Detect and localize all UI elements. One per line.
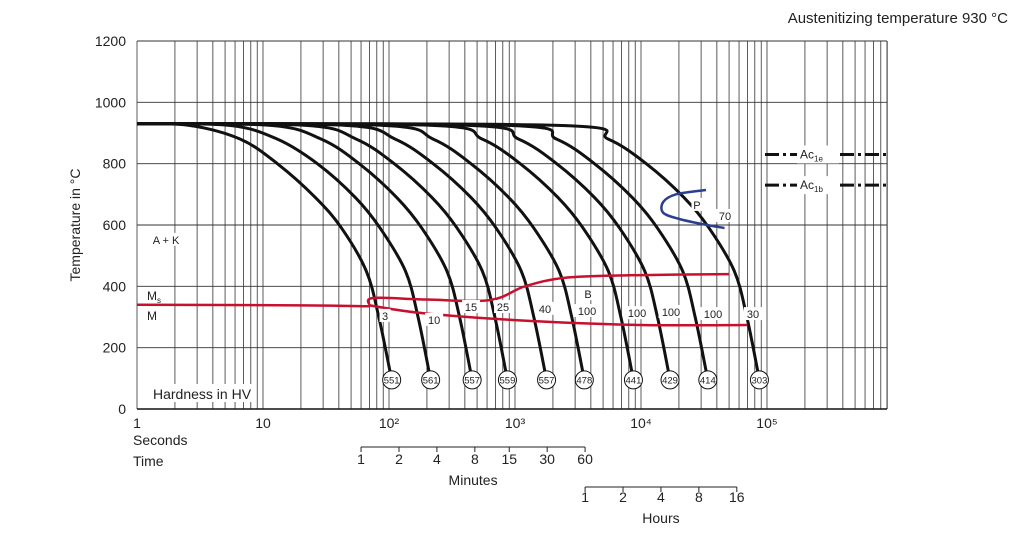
grid	[136, 40, 888, 410]
chart-title: Austenitizing temperature 930 °C	[788, 10, 1008, 27]
hardness-circle	[574, 370, 594, 390]
pearlite-line	[660, 188, 725, 230]
hardness-caption: Hardness in HV	[153, 386, 252, 402]
y-tick-labels: 0 200 400 600 800 1000 1200	[95, 33, 126, 417]
hours-axis: 1 2 4 8 16 Hours	[581, 486, 745, 526]
x-tick-label: 10³	[505, 415, 526, 431]
annotation-label: 25	[497, 302, 509, 314]
hardness-value: 551	[384, 375, 400, 386]
hardness-circle	[382, 370, 402, 390]
annotation-label: 100	[704, 309, 722, 321]
cooling-curve	[136, 122, 549, 381]
ac-label: Ac1b	[800, 178, 823, 194]
seconds-label: Seconds	[133, 432, 187, 448]
annotation-label: 100	[662, 307, 680, 319]
x-tick-label: 10	[255, 415, 271, 431]
hardness-circles: 551 561 557 559 557 478 441 429 414 303	[382, 370, 769, 390]
hardness-value: 414	[700, 375, 716, 386]
axis-tick-label: 8	[695, 489, 703, 505]
cooling-curves	[136, 122, 761, 381]
x-tick-labels: 1 10 10² 10³ 10⁴ 10⁵	[133, 415, 778, 431]
cooling-curve	[136, 122, 433, 381]
ms-label: Ms	[147, 289, 161, 305]
hardness-value: 429	[662, 375, 678, 386]
phase-lines	[136, 188, 748, 327]
axis-tick-label: 4	[657, 489, 665, 505]
annotation-label: 100	[628, 308, 646, 320]
y-axis-label: Temperature in °C	[67, 169, 83, 282]
y-tick-label: 400	[103, 278, 127, 294]
hardness-circle	[623, 370, 643, 390]
minutes-axis: 1 2 4 8 15 30 60 Minutes	[357, 446, 593, 488]
y-tick-label: 1000	[95, 94, 126, 110]
ac-label: Ac1e	[800, 147, 823, 163]
axis-tick-label: 16	[729, 489, 745, 505]
martensite-line	[136, 303, 370, 308]
hardness-value: 561	[423, 375, 439, 386]
hardness-circle	[462, 370, 482, 390]
axis-tick-label: 1	[581, 489, 589, 505]
annotation-label: 3	[382, 311, 388, 323]
x-tick-label: 10⁵	[756, 415, 777, 431]
axis-tick-label: 60	[577, 451, 593, 467]
hardness-circle	[421, 370, 441, 390]
time-label: Time	[133, 453, 164, 469]
axis-tick-label: 2	[619, 489, 627, 505]
axis-tick-label: 2	[395, 451, 403, 467]
axis-tick-label: 4	[433, 451, 441, 467]
bainite-start-line	[366, 272, 730, 306]
axis-tick-label: 30	[539, 451, 555, 467]
annotation-label: 15	[465, 302, 477, 314]
annotation-label: A + K	[153, 235, 180, 247]
annotation-label: 30	[747, 309, 759, 321]
hardness-circle	[537, 370, 557, 390]
hardness-circle	[660, 370, 680, 390]
axis-tick-label: 15	[501, 451, 517, 467]
hardness-circle	[698, 370, 718, 390]
x-tick-label: 1	[133, 415, 141, 431]
annotation-label: P	[693, 200, 700, 212]
annotation-label: B	[584, 289, 591, 301]
hardness-value: 478	[576, 375, 592, 386]
axis-title: Hours	[642, 510, 679, 526]
hardness-value: 557	[464, 375, 480, 386]
hardness-value: 557	[539, 375, 555, 386]
cooling-curve	[136, 122, 761, 381]
cooling-curve	[136, 122, 509, 381]
x-tick-label: 10⁴	[630, 415, 652, 431]
hardness-value: 441	[626, 375, 642, 386]
hardness-circle	[749, 370, 769, 390]
bainite-finish-line	[369, 304, 748, 327]
annotation-label: 40	[539, 304, 551, 316]
axis-tick-label: 1	[357, 451, 365, 467]
annotation-label: 100	[578, 306, 596, 318]
hardness-value: 303	[752, 375, 768, 386]
hardness-circle	[497, 370, 517, 390]
m-label: M	[147, 309, 157, 323]
x-tick-label: 10²	[379, 415, 400, 431]
y-tick-label: 200	[103, 340, 127, 356]
y-tick-label: 0	[118, 401, 126, 417]
annotations: 3 10 15 25 40 B 100 100 100 100 30 70 P A + K	[146, 197, 762, 327]
annotation-label: 10	[428, 315, 440, 327]
annotation-label: 70	[719, 211, 731, 223]
y-tick-label: 600	[103, 217, 127, 233]
axis-tick-label: 8	[471, 451, 479, 467]
hardness-value: 559	[500, 375, 516, 386]
ac-lines: Ac1e Ac1b	[765, 145, 887, 195]
axis-title: Minutes	[449, 472, 498, 488]
y-tick-label: 800	[103, 156, 127, 172]
y-tick-label: 1200	[95, 33, 126, 49]
